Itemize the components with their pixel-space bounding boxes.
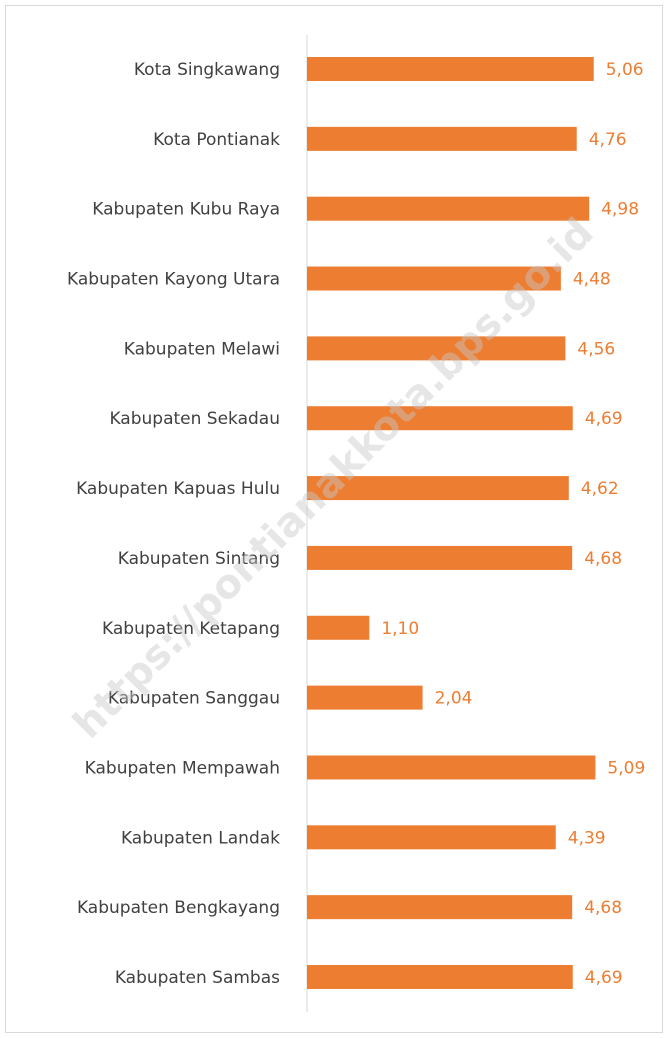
- value-label: 4,68: [584, 549, 622, 569]
- category-label: Kabupaten Kayong Utara: [67, 270, 280, 290]
- bar: [307, 266, 561, 291]
- category-label: Kabupaten Sintang: [118, 549, 280, 569]
- category-label: Kabupaten Sambas: [115, 968, 280, 988]
- value-label: 4,39: [568, 828, 606, 848]
- value-label: 4,56: [577, 339, 615, 359]
- value-label: 4,68: [584, 898, 622, 918]
- bar: [307, 476, 569, 501]
- category-label: Kota Pontianak: [153, 130, 280, 150]
- value-label: 4,69: [585, 968, 623, 988]
- bar: [307, 965, 573, 989]
- value-label: 4,69: [585, 409, 623, 429]
- value-label: 5,09: [607, 758, 645, 778]
- category-label: Kabupaten Melawi: [124, 339, 280, 359]
- bar: [307, 196, 590, 221]
- bar: [307, 895, 573, 920]
- category-label: Kabupaten Bengkayang: [77, 898, 280, 918]
- value-label: 5,06: [606, 60, 644, 80]
- bar: [307, 755, 596, 780]
- value-label: 4,48: [573, 270, 611, 290]
- category-label: Kabupaten Sanggau: [108, 689, 280, 709]
- category-label: Kabupaten Kapuas Hulu: [76, 479, 280, 499]
- category-label: Kabupaten Mempawah: [85, 758, 280, 778]
- bar: [307, 825, 556, 850]
- bar: [307, 336, 566, 361]
- bar: [307, 57, 594, 81]
- category-label: Kabupaten Ketapang: [102, 619, 280, 639]
- bar: [307, 126, 577, 151]
- bar: [307, 685, 423, 710]
- bar: [307, 615, 370, 640]
- value-label: 4,62: [581, 479, 619, 499]
- category-label: Kabupaten Landak: [121, 828, 280, 848]
- value-label: 2,04: [435, 689, 473, 709]
- category-label: Kabupaten Sekadau: [109, 409, 280, 429]
- bar: [307, 406, 573, 431]
- category-label: Kota Singkawang: [134, 60, 280, 80]
- value-label: 4,76: [589, 130, 627, 150]
- category-label: Kabupaten Kubu Raya: [92, 200, 280, 220]
- chart-frame: [5, 5, 663, 1033]
- value-label: 4,98: [601, 200, 639, 220]
- bar: [307, 545, 573, 570]
- value-label: 1,10: [381, 619, 419, 639]
